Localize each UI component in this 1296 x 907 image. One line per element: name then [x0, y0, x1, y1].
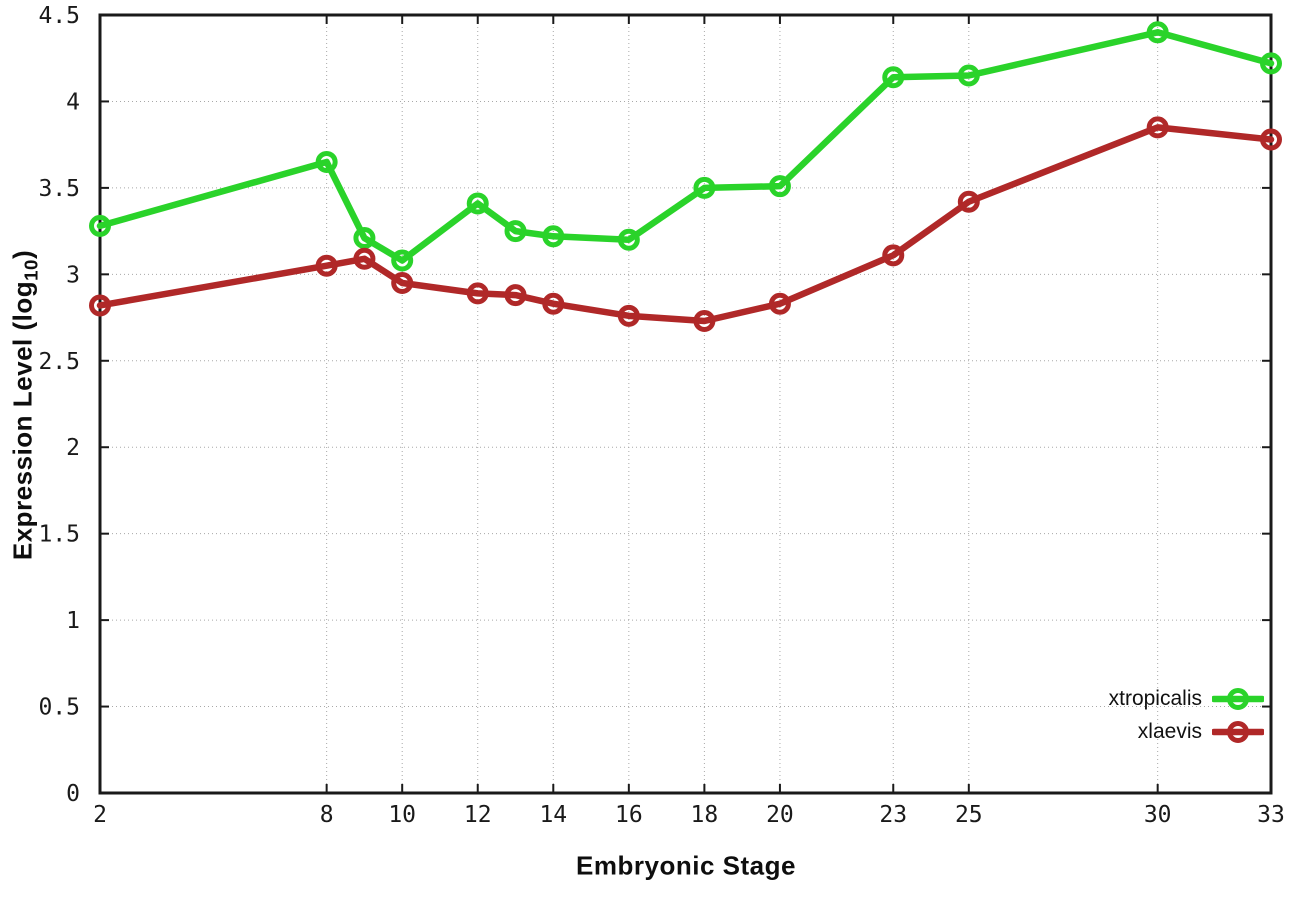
data-point-xtropicalis-stage-13 [504, 220, 527, 243]
y-tick-label: 0.5 [38, 695, 80, 721]
data-point-xtropicalis-stage-30 [1146, 21, 1169, 44]
data-point-xtropicalis-stage-14 [542, 225, 565, 248]
legend-sample-marker [1227, 688, 1249, 710]
data-point-xtropicalis-stage-20 [768, 175, 791, 198]
y-tick-label: 4.5 [38, 3, 80, 29]
data-point-xtropicalis-stage-33 [1260, 52, 1282, 75]
series-line-xlaevis [96, 124, 1275, 325]
y-tick-label: 3.5 [38, 176, 80, 202]
legend-item-xlaevis: xlaevis [1138, 718, 1264, 746]
x-tick-label: 20 [766, 802, 794, 828]
data-point-xtropicalis-stage-10 [391, 249, 414, 272]
legend-marker-xlaevis-icon [1212, 721, 1264, 743]
y-tick-label: 0 [66, 781, 80, 807]
data-point-xtropicalis-stage-18 [693, 176, 716, 199]
data-point-xlaevis-stage-30 [1146, 116, 1169, 139]
legend-sample-marker [1227, 721, 1249, 743]
plot-border [98, 13, 1273, 795]
data-point-xlaevis-stage-25 [957, 190, 980, 213]
data-point-xlaevis-stage-18 [693, 310, 716, 333]
y-tick-label: 2.5 [38, 349, 80, 375]
y-tick-label: 4 [66, 89, 80, 115]
data-point-xlaevis-stage-12 [466, 282, 489, 305]
x-tick-label: 16 [615, 802, 643, 828]
data-point-xlaevis-stage-23 [882, 244, 905, 267]
data-point-xtropicalis-stage-25 [957, 64, 980, 87]
data-point-xlaevis-stage-10 [391, 271, 414, 294]
data-point-xlaevis-stage-13 [504, 284, 527, 307]
data-point-xtropicalis-stage-12 [466, 192, 489, 215]
data-point-xlaevis-stage-16 [617, 304, 640, 327]
data-point-xlaevis-stage-14 [542, 292, 565, 315]
data-point-xlaevis-stage-2 [89, 294, 111, 317]
y-axis-title-subscript: 10 [20, 259, 42, 281]
data-point-xtropicalis-stage-8 [315, 150, 338, 173]
y-tick-label: 3 [66, 262, 80, 288]
x-axis-title: Embryonic Stage [576, 850, 796, 881]
y-axis-title-close: ) [7, 249, 38, 260]
data-point-xlaevis-stage-8 [315, 254, 338, 277]
data-point-xtropicalis-stage-9 [353, 227, 376, 250]
x-tick-label: 8 [320, 802, 334, 828]
legend-label-xlaevis: xlaevis [1137, 720, 1202, 743]
y-tick-label: 1.5 [38, 522, 80, 548]
x-tick-label: 10 [388, 802, 416, 828]
x-tick-label: 12 [464, 802, 492, 828]
x-tick-label: 30 [1144, 802, 1172, 828]
y-axis-title-text: Expression Level (log [7, 280, 38, 561]
series-line-xtropicalis [96, 29, 1275, 264]
x-tick-label: 14 [539, 802, 567, 828]
legend: xtropicalis xlaevis [1109, 685, 1264, 746]
x-tick-label: 23 [879, 802, 907, 828]
x-tick-label: 18 [691, 802, 719, 828]
data-point-xlaevis-stage-9 [353, 247, 376, 270]
y-axis-title: Expression Level (log10) [7, 250, 42, 560]
y-tick-label: 2 [66, 435, 80, 461]
legend-item-xtropicalis: xtropicalis [1109, 685, 1264, 713]
data-point-xtropicalis-stage-23 [882, 66, 905, 89]
x-tick-label: 25 [955, 802, 983, 828]
x-tick-label: 2 [93, 802, 107, 828]
legend-label-xtropicalis: xtropicalis [1108, 687, 1202, 710]
x-tick-label: 33 [1257, 802, 1285, 828]
y-tick-label: 1 [66, 608, 80, 634]
data-point-xtropicalis-stage-16 [617, 228, 640, 251]
data-point-xlaevis-stage-20 [768, 292, 791, 315]
data-point-xtropicalis-stage-2 [89, 214, 111, 237]
data-point-xlaevis-stage-33 [1260, 128, 1282, 151]
legend-marker-xtropicalis-icon [1212, 688, 1264, 710]
